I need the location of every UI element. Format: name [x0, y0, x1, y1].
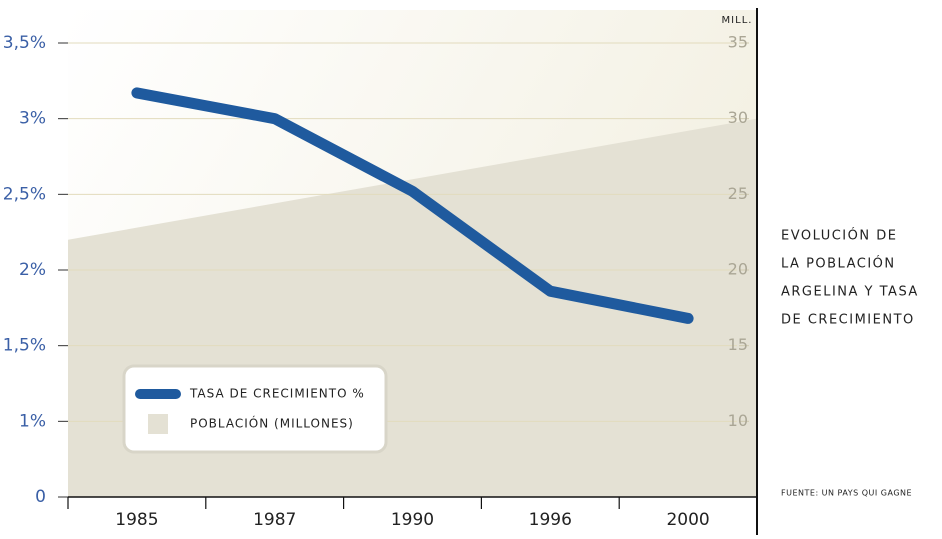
legend-label: TASA DE CRECIMIENTO %: [189, 387, 365, 401]
growth-line: [131, 87, 694, 324]
y-tick-label: 2,5%: [3, 184, 46, 204]
y2-tick-label: 25: [728, 184, 748, 203]
x-tick-label: 2000: [666, 510, 709, 530]
x-tick-label: 1990: [391, 510, 434, 530]
y2-tick-label: 20: [728, 260, 748, 279]
y-tick-label: 1%: [19, 411, 46, 431]
legend-label: POBLACIÓN (MILLONES): [190, 416, 354, 431]
y2-tick-label: 10: [728, 411, 748, 430]
y2-tick-label: 15: [728, 335, 748, 354]
x-tick-label: 1996: [529, 510, 572, 530]
y-tick-label: 3%: [19, 109, 46, 129]
y2-label: MILL.: [722, 15, 753, 26]
y-tick-label: 1,5%: [3, 336, 46, 356]
y-tick-label: 3,5%: [3, 33, 46, 53]
title-line: LA POBLACIÓN: [781, 256, 896, 272]
x-tick-label: 1987: [253, 510, 296, 530]
y2-tick-label: 35: [728, 33, 748, 52]
legend-swatch-area: [148, 414, 168, 434]
title-line: EVOLUCIÓN DE: [781, 228, 897, 244]
title-line: DE CRECIMIENTO: [781, 313, 915, 328]
y-tick-label: 2%: [19, 260, 46, 280]
y2-tick-label: 30: [728, 108, 748, 127]
title-line: ARGELINA Y TASA: [781, 285, 919, 300]
x-tick-label: 1985: [115, 510, 158, 530]
y-tick-label: 0: [35, 487, 46, 507]
legend: TASA DE CRECIMIENTO % POBLACIÓN (MILLONE…: [122, 364, 388, 454]
legend-box: [122, 364, 388, 454]
source: FUENTE: UN PAYS QUI GAGNE: [781, 489, 912, 498]
